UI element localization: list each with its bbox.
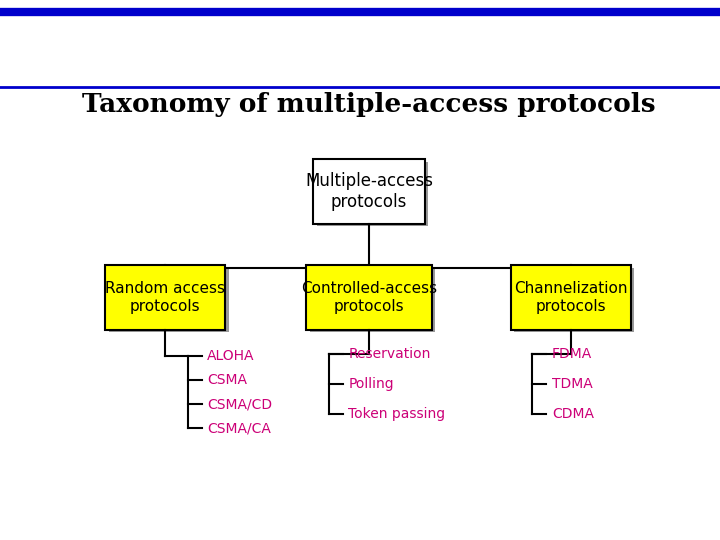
Text: CSMA/CA: CSMA/CA — [207, 421, 271, 435]
FancyBboxPatch shape — [313, 159, 425, 224]
FancyBboxPatch shape — [109, 268, 229, 332]
Text: Token passing: Token passing — [348, 407, 446, 421]
Text: Reservation: Reservation — [348, 347, 431, 361]
Text: Channelization
protocols: Channelization protocols — [514, 281, 628, 314]
Text: Random access
protocols: Random access protocols — [105, 281, 225, 314]
FancyBboxPatch shape — [514, 268, 634, 332]
Text: CDMA: CDMA — [552, 407, 594, 421]
Text: ALOHA: ALOHA — [207, 349, 255, 363]
Text: TDMA: TDMA — [552, 377, 593, 391]
Text: FDMA: FDMA — [552, 347, 593, 361]
FancyBboxPatch shape — [317, 162, 428, 226]
Text: Polling: Polling — [348, 377, 394, 391]
Text: Controlled-access
protocols: Controlled-access protocols — [301, 281, 437, 314]
FancyBboxPatch shape — [105, 266, 225, 330]
Text: Multiple-access
protocols: Multiple-access protocols — [305, 172, 433, 211]
Text: CSMA/CD: CSMA/CD — [207, 397, 272, 411]
Text: Taxonomy of multiple-access protocols: Taxonomy of multiple-access protocols — [82, 92, 656, 117]
Text: CSMA: CSMA — [207, 373, 247, 387]
FancyBboxPatch shape — [511, 266, 631, 330]
FancyBboxPatch shape — [306, 266, 432, 330]
FancyBboxPatch shape — [310, 268, 435, 332]
